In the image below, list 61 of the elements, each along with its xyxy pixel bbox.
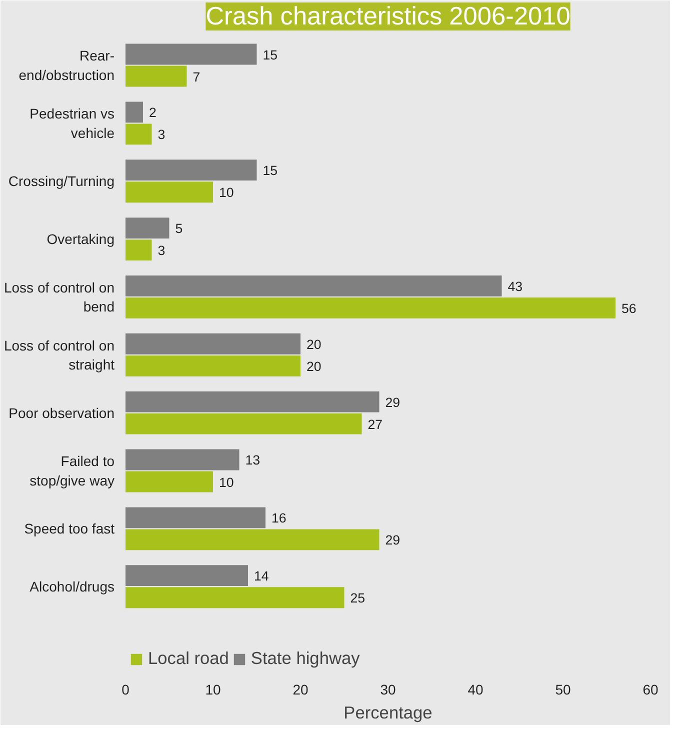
bar: [126, 565, 248, 586]
y-tick-label: Alcohol/drugs: [30, 578, 114, 595]
bar: [126, 471, 213, 492]
data-label: 20: [306, 336, 322, 352]
x-tick-label: 50: [555, 682, 571, 698]
data-label: 3: [158, 243, 166, 258]
bar: [126, 449, 240, 470]
x-tick-label: 30: [380, 682, 396, 698]
y-tick-label: Crossing/Turning: [8, 173, 115, 190]
bar: [126, 391, 380, 412]
data-label: 25: [350, 590, 366, 606]
data-label: 29: [385, 394, 400, 410]
data-label: 43: [508, 278, 523, 294]
data-label: 29: [385, 532, 400, 548]
bar: [126, 413, 362, 434]
bar: [126, 124, 152, 145]
data-label: 7: [192, 69, 200, 84]
x-tick-label: 60: [642, 682, 658, 698]
data-label: 14: [254, 568, 270, 584]
y-tick-label: Pedestrian vs vehicle: [30, 106, 115, 141]
y-tick-label: Failed to stop/give way: [30, 453, 115, 488]
x-axis-title: Percentage: [344, 702, 432, 722]
bar: [126, 240, 152, 261]
bar: [126, 333, 300, 354]
data-label: 56: [622, 300, 636, 316]
bar: [126, 102, 143, 123]
data-label: 5: [175, 221, 183, 236]
data-label: 15: [262, 47, 278, 62]
y-tick-label: Poor observation: [8, 404, 115, 421]
x-tick-label: 40: [468, 682, 484, 698]
bar: [126, 44, 257, 65]
y-tick-label: Speed too fast: [24, 520, 115, 537]
data-label: 10: [219, 474, 234, 490]
bar: [126, 66, 187, 87]
x-tick-label: 20: [292, 682, 308, 698]
x-tick-label: 10: [205, 682, 221, 698]
data-label: 3: [158, 127, 166, 142]
data-label: 15: [262, 163, 278, 178]
bar: [126, 218, 170, 238]
bar: [126, 160, 257, 181]
y-tick-label: Loss of control on bend: [4, 279, 115, 315]
data-label: 20: [306, 358, 322, 374]
bar: [126, 182, 213, 203]
y-tick-label: Loss of control on straight: [4, 337, 115, 372]
bar: [126, 529, 380, 550]
legend-label: Local road: [148, 648, 229, 669]
x-tick-label: 0: [122, 682, 130, 698]
chart-title: Crash characteristics 2006-2010: [206, 2, 570, 30]
data-label: 2: [149, 105, 156, 120]
y-tick-label: Rear-end/obstruction: [18, 48, 115, 83]
data-label: 10: [219, 185, 234, 200]
bar: [126, 355, 300, 376]
data-label: 16: [272, 510, 286, 526]
bar: [126, 276, 502, 296]
bar: [126, 507, 266, 528]
legend-label: State highway: [250, 648, 360, 669]
bar: [126, 587, 344, 608]
data-label: 13: [245, 452, 260, 468]
data-label: 27: [368, 416, 383, 432]
bar: [126, 298, 616, 318]
y-tick-label: Overtaking: [46, 231, 115, 248]
